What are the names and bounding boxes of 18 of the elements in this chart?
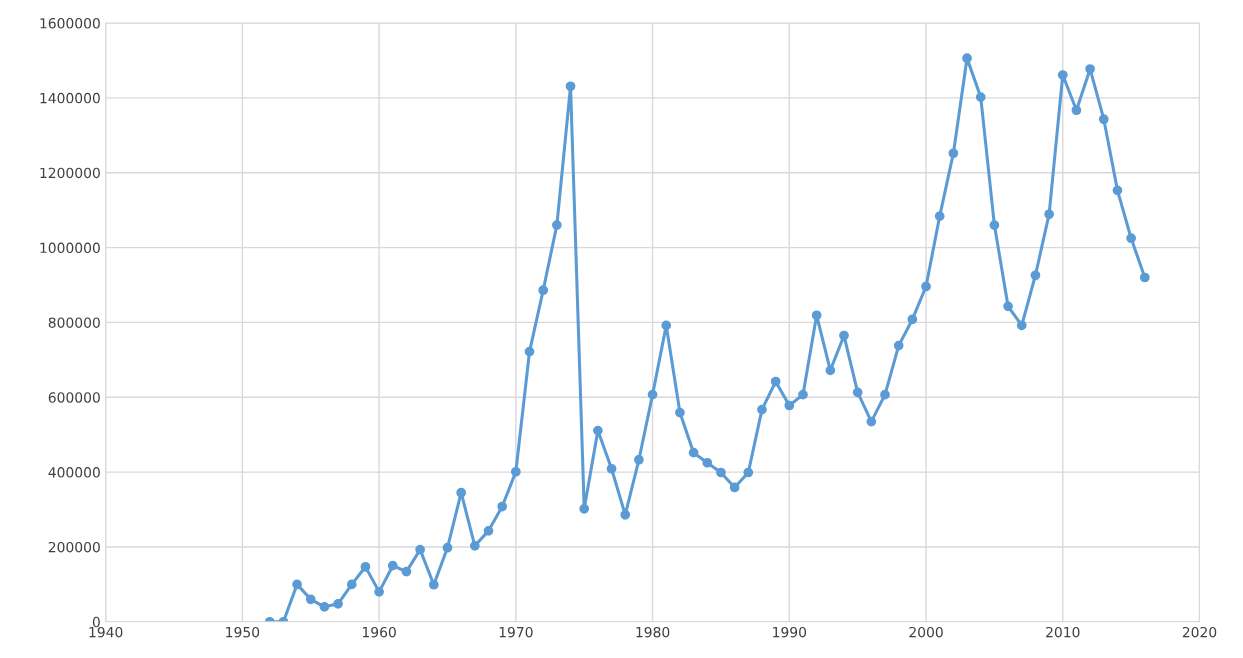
x-tick-label: 1960 [362, 626, 396, 638]
x-tick-label: 1980 [636, 626, 670, 638]
x-tick-label: 1990 [773, 626, 807, 638]
x-tick-label: 2010 [1046, 626, 1080, 638]
y-tick-label: 200000 [48, 541, 100, 553]
x-tick-label: 2000 [909, 626, 943, 638]
y-tick-label: 600000 [48, 392, 100, 403]
x-tick-label: 2020 [1182, 626, 1217, 638]
y-tick-label: 1000000 [40, 242, 100, 254]
y-tick-label: 1600000 [40, 18, 100, 29]
y-tick-label: 800000 [48, 317, 100, 328]
x-tick-label: 1940 [89, 626, 123, 638]
y-tick-label: 1200000 [40, 167, 100, 179]
y-tick-label: 0 [92, 616, 100, 628]
y-tick-label: 400000 [48, 467, 100, 478]
y-tick-label: 1400000 [40, 92, 100, 104]
x-tick-label: 1950 [226, 626, 260, 638]
x-tick-label: 1970 [499, 626, 533, 638]
